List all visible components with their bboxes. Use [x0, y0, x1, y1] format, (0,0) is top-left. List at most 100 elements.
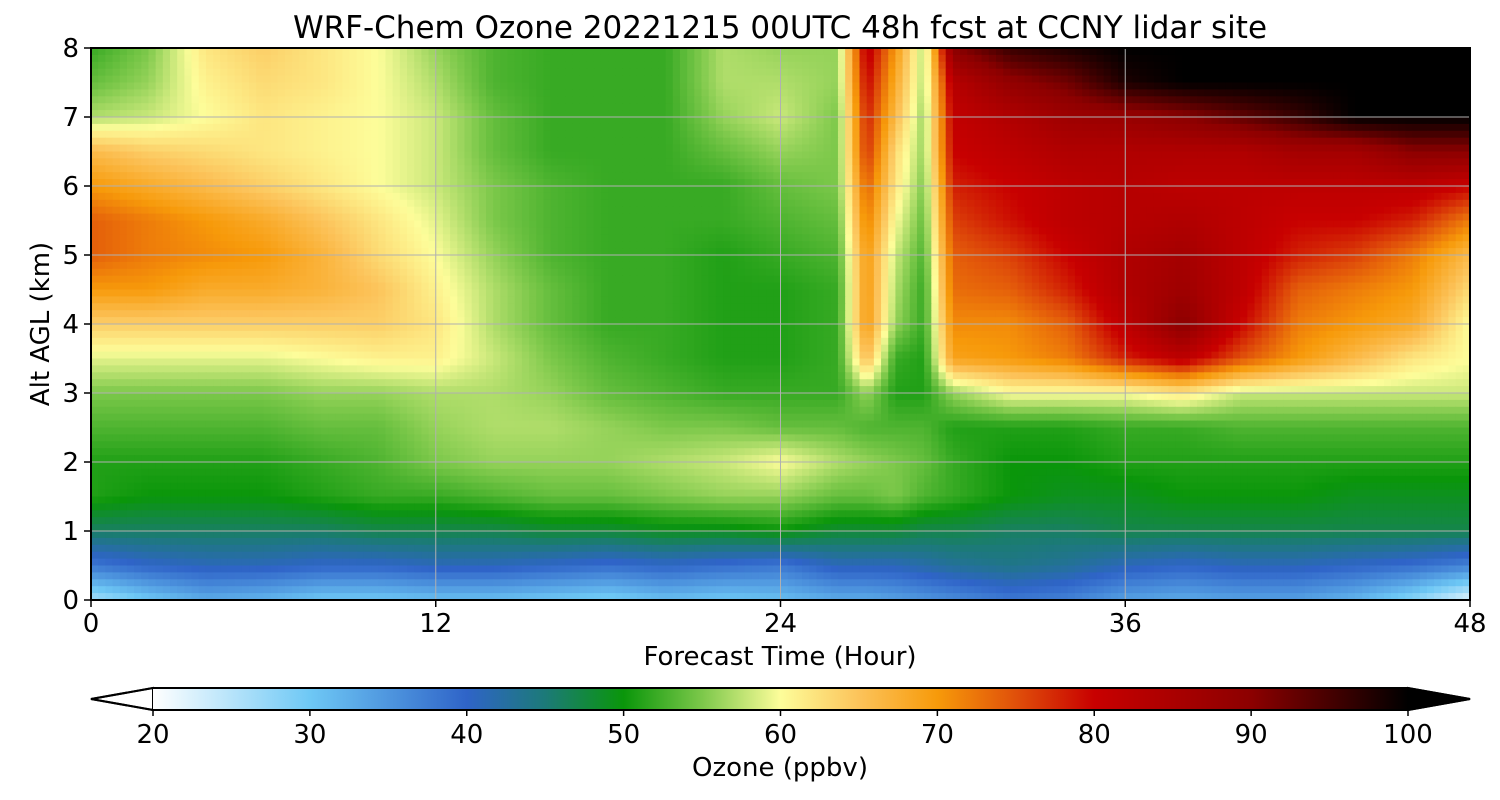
- heatmap-cell: [220, 137, 229, 146]
- heatmap-cell: [170, 61, 178, 70]
- heatmap-cell: [1297, 165, 1306, 173]
- heatmap-cell: [170, 151, 178, 159]
- heatmap-cell: [98, 123, 106, 132]
- heatmap-cell: [859, 110, 868, 118]
- heatmap-cell: [1175, 61, 1184, 70]
- heatmap-cell: [1448, 48, 1457, 56]
- heatmap-cell: [622, 186, 631, 194]
- heatmap-cell: [1024, 220, 1033, 228]
- heatmap-cell: [830, 61, 839, 70]
- heatmap-cell: [1046, 130, 1055, 139]
- heatmap-cell: [1347, 110, 1356, 118]
- heatmap-cell: [672, 96, 681, 104]
- heatmap-cell: [378, 220, 387, 228]
- heatmap-cell: [521, 206, 530, 215]
- heatmap-cell: [184, 103, 193, 111]
- heatmap-cell: [1355, 199, 1363, 208]
- heatmap-cell: [1261, 206, 1270, 215]
- heatmap-cell: [1146, 199, 1155, 208]
- heatmap-cell: [270, 165, 279, 173]
- heatmap-cell: [1390, 199, 1399, 208]
- heatmap-cell: [399, 68, 408, 77]
- heatmap-cell: [924, 192, 932, 201]
- heatmap-cell: [220, 123, 229, 132]
- heatmap-cell: [1441, 192, 1450, 201]
- heatmap-cell: [277, 96, 286, 104]
- heatmap-cell: [1074, 130, 1083, 139]
- heatmap-cell: [399, 165, 408, 173]
- heatmap-cell: [888, 103, 897, 111]
- heatmap-cell: [1039, 110, 1047, 118]
- heatmap-cell: [1060, 82, 1069, 90]
- heatmap-cell: [428, 117, 437, 125]
- heatmap-cell: [98, 206, 106, 215]
- heatmap-cell: [1082, 172, 1090, 180]
- heatmap-cell: [1247, 192, 1256, 201]
- heatmap-cell: [1426, 75, 1435, 84]
- heatmap-cell: [644, 151, 652, 159]
- heatmap-cell: [241, 186, 250, 194]
- heatmap-cell: [938, 165, 947, 173]
- heatmap-cell: [924, 130, 932, 139]
- heatmap-cell: [1211, 165, 1220, 173]
- heatmap-cell: [1103, 48, 1112, 56]
- heatmap-cell: [263, 110, 272, 118]
- heatmap-cell: [751, 75, 760, 84]
- heatmap-cell: [1204, 82, 1213, 90]
- heatmap-cell: [629, 117, 638, 125]
- heatmap-cell: [1146, 117, 1155, 125]
- heatmap-cell: [306, 213, 315, 222]
- heatmap-cell: [1089, 199, 1098, 208]
- heatmap-cell: [701, 151, 710, 159]
- heatmap-cell: [845, 220, 853, 228]
- heatmap-cell: [263, 199, 272, 208]
- heatmap-cell: [1031, 199, 1040, 208]
- heatmap-cell: [723, 130, 731, 139]
- heatmap-cell: [320, 158, 329, 166]
- heatmap-cell: [536, 151, 545, 159]
- heatmap-cell: [493, 54, 501, 63]
- heatmap-cell: [1046, 103, 1055, 111]
- heatmap-cell: [478, 96, 487, 104]
- heatmap-cell: [320, 89, 329, 97]
- heatmap-cell: [234, 206, 243, 215]
- heatmap-cell: [126, 89, 135, 97]
- heatmap-cell: [780, 158, 789, 166]
- heatmap-cell: [787, 179, 796, 187]
- heatmap-cell: [514, 158, 523, 166]
- heatmap-cell: [837, 199, 846, 208]
- heatmap-cell: [1175, 75, 1184, 84]
- heatmap-cell: [830, 199, 839, 208]
- heatmap-cell: [629, 61, 638, 70]
- heatmap-cell: [170, 158, 178, 166]
- heatmap-cell: [644, 213, 652, 222]
- heatmap-cell: [1082, 110, 1090, 118]
- heatmap-cell: [1039, 144, 1047, 153]
- heatmap-cell: [392, 213, 401, 222]
- heatmap-cell: [299, 179, 308, 187]
- heatmap-cell: [1074, 172, 1083, 180]
- heatmap-cell: [1024, 158, 1033, 166]
- heatmap-cell: [1074, 199, 1083, 208]
- heatmap-cell: [1046, 199, 1055, 208]
- heatmap-cell: [1003, 48, 1011, 56]
- heatmap-cell: [658, 144, 667, 153]
- heatmap-cell: [845, 213, 853, 222]
- heatmap-cell: [787, 89, 796, 97]
- heatmap-cell: [1161, 192, 1169, 201]
- heatmap-cell: [284, 137, 293, 146]
- heatmap-cell: [450, 179, 458, 187]
- heatmap-cell: [328, 206, 336, 215]
- heatmap-cell: [1276, 48, 1284, 56]
- heatmap-cell: [644, 220, 652, 228]
- heatmap-cell: [213, 172, 221, 180]
- heatmap-cell: [823, 61, 832, 70]
- heatmap-cell: [306, 123, 315, 132]
- heatmap-cell: [1326, 137, 1335, 146]
- heatmap-cell: [945, 144, 954, 153]
- heatmap-cell: [1355, 151, 1363, 159]
- heatmap-cell: [399, 123, 408, 132]
- heatmap-cell: [414, 123, 422, 132]
- heatmap-cell: [1398, 158, 1406, 166]
- heatmap-cell: [313, 137, 322, 146]
